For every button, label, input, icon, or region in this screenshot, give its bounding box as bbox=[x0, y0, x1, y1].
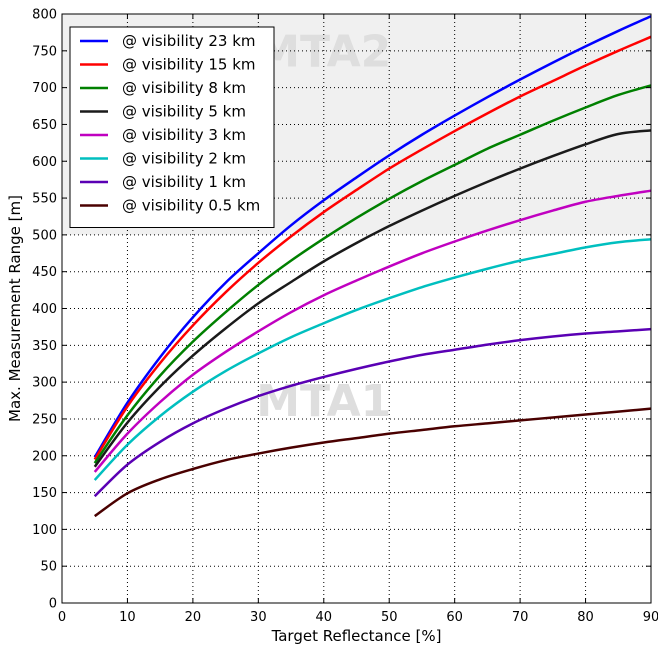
region-mta1 bbox=[62, 234, 651, 603]
y-tick-label: 150 bbox=[32, 486, 57, 501]
series-line-6 bbox=[93, 327, 652, 498]
x-tick-label: 60 bbox=[446, 610, 463, 625]
x-tick-label: 70 bbox=[512, 610, 529, 625]
legend-entry: @ visibility 0.5 km bbox=[122, 197, 260, 215]
legend-entry: @ visibility 15 km bbox=[122, 56, 256, 74]
series-line-2 bbox=[93, 84, 652, 464]
x-tick-label: 20 bbox=[185, 610, 202, 625]
legend-entry: @ visibility 5 km bbox=[122, 103, 246, 121]
y-tick-label: 350 bbox=[32, 339, 57, 354]
y-tick-label: 800 bbox=[32, 8, 57, 23]
x-tick-label: 80 bbox=[577, 610, 594, 625]
y-tick-label: 700 bbox=[32, 81, 57, 96]
y-axis-label: Max. Measurement Range [m] bbox=[6, 195, 24, 422]
y-tick-label: 750 bbox=[32, 44, 57, 59]
y-tick-label: 0 bbox=[49, 597, 57, 612]
y-tick-label: 600 bbox=[32, 155, 57, 170]
x-tick-label: 0 bbox=[58, 610, 66, 625]
y-tick-label: 250 bbox=[32, 412, 57, 427]
x-tick-label: 30 bbox=[250, 610, 267, 625]
series-line-4 bbox=[93, 189, 652, 473]
zone-label-mta1: MTA1 bbox=[256, 376, 391, 427]
y-tick-label: 100 bbox=[32, 523, 57, 538]
x-tick-label: 40 bbox=[316, 610, 333, 625]
y-tick-label: 200 bbox=[32, 449, 57, 464]
series-line-0 bbox=[93, 15, 652, 458]
y-tick-label: 650 bbox=[32, 118, 57, 133]
legend: @ visibility 23 km @ visibility 15 km @ vi… bbox=[69, 26, 275, 228]
y-tick-label: 450 bbox=[32, 265, 57, 280]
axis-ticks: 0 10 20 30 40 50 60 70 80 90 0 50 100 150 200 250 300 350… bbox=[32, 8, 658, 626]
x-axis-label: Target Reflectance [%] bbox=[271, 627, 442, 645]
legend-entry: @ visibility 8 km bbox=[122, 79, 246, 97]
legend-box bbox=[69, 26, 275, 228]
series-line-7 bbox=[94, 407, 652, 518]
y-tick-label: 550 bbox=[32, 192, 57, 207]
legend-entry: @ visibility 3 km bbox=[122, 126, 246, 144]
series-line-3 bbox=[93, 129, 652, 468]
legend-entry: @ visibility 2 km bbox=[122, 150, 246, 168]
y-tick-label: 400 bbox=[32, 302, 57, 317]
y-tick-label: 300 bbox=[32, 376, 57, 391]
legend-entry: @ visibility 23 km bbox=[122, 32, 256, 50]
x-tick-label: 10 bbox=[119, 610, 136, 625]
series-lines bbox=[93, 15, 652, 518]
y-tick-label: 500 bbox=[32, 228, 57, 243]
series-line-1 bbox=[93, 35, 652, 461]
series-line-5 bbox=[93, 238, 652, 481]
x-tick-label: 90 bbox=[643, 610, 658, 625]
x-tick-label: 50 bbox=[381, 610, 398, 625]
legend-entry: @ visibility 1 km bbox=[122, 173, 246, 191]
y-tick-label: 50 bbox=[40, 560, 57, 575]
